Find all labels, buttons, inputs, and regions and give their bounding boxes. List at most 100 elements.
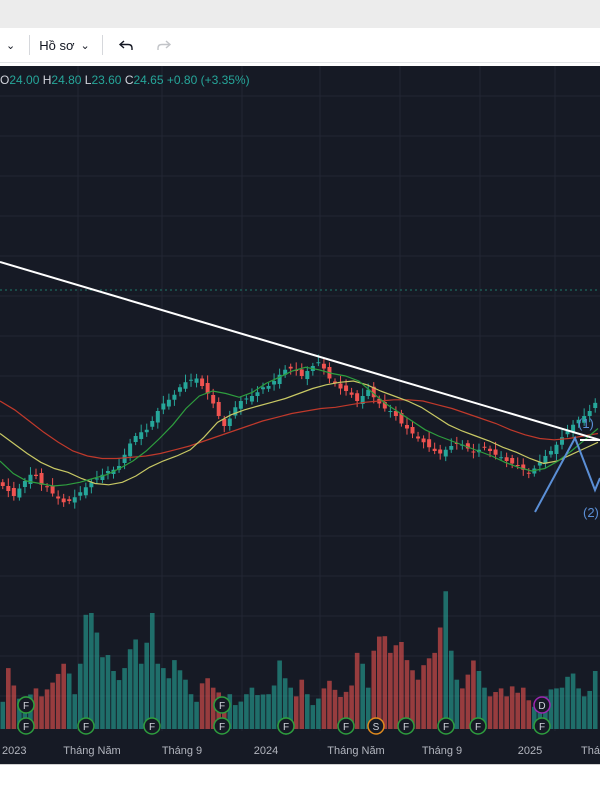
volume-bar	[515, 692, 521, 729]
volume-bar	[493, 692, 498, 729]
candle-body	[78, 492, 83, 496]
volume-bar	[388, 652, 393, 729]
event-marker-label: F	[23, 722, 29, 733]
event-marker	[533, 717, 551, 735]
volume-bar	[44, 689, 50, 729]
candle-body	[593, 402, 598, 408]
candle-body	[50, 485, 55, 494]
x-axis-label: 2023	[2, 745, 26, 757]
volume-bar	[587, 690, 592, 729]
toolbar-divider	[29, 35, 31, 55]
candle-body	[249, 396, 254, 402]
candle-body	[410, 427, 415, 434]
profile-dropdown[interactable]: Hồ sơ ⌄	[39, 28, 89, 62]
volume-bar	[443, 591, 449, 729]
candle-body	[166, 399, 171, 407]
volume-bar	[498, 688, 504, 729]
volume-bar	[476, 671, 482, 729]
volume-bar	[233, 705, 238, 729]
candle-body	[283, 369, 288, 375]
candle-body	[261, 387, 266, 390]
event-marker-label: F	[149, 722, 155, 733]
x-axis-label: Tháng 9	[422, 745, 462, 757]
volume-bar	[343, 691, 349, 729]
candle-body	[582, 416, 587, 423]
change-value: +0.80 (+3.35%)	[166, 73, 250, 87]
bottom-strip	[0, 764, 600, 801]
candle-body	[122, 454, 127, 463]
interval-dropdown[interactable]: ⌄	[0, 28, 15, 62]
candle-body	[504, 457, 509, 461]
candle-body	[305, 371, 310, 379]
event-marker-label: F	[475, 722, 481, 733]
volume-bar	[166, 678, 172, 729]
volume-bar	[360, 663, 365, 729]
volume-bar	[249, 687, 255, 729]
event-marker	[469, 717, 487, 735]
volume-bar	[116, 680, 122, 729]
annotation-label-1: (1)	[578, 416, 594, 431]
event-marker-label: F	[283, 722, 289, 733]
trendline	[0, 261, 600, 441]
candle-body	[150, 421, 155, 427]
volume-bar	[504, 696, 509, 729]
volume-bar	[155, 663, 161, 729]
high-value: 24.80	[51, 73, 82, 87]
candle-body	[288, 366, 293, 369]
candle-body	[388, 411, 393, 412]
volume-bar	[559, 687, 565, 729]
browser-top-strip	[0, 0, 600, 28]
volume-bar	[6, 668, 11, 729]
volume-bar	[471, 660, 476, 729]
volume-bar	[127, 649, 133, 729]
candle-body	[399, 413, 404, 424]
volume-bar	[393, 645, 399, 729]
candle-body	[338, 383, 343, 389]
open-key: O	[0, 73, 10, 87]
volume-bar	[277, 660, 282, 729]
ma-slow-line	[0, 399, 599, 460]
candle-body	[211, 395, 216, 404]
undo-button[interactable]	[118, 28, 134, 62]
redo-button[interactable]	[156, 28, 172, 62]
candle-body	[128, 443, 133, 457]
candle-body	[299, 369, 304, 376]
candle-body	[416, 436, 421, 439]
volume-bar	[149, 613, 155, 729]
volume-bar	[33, 688, 39, 729]
candle-body	[200, 378, 205, 386]
candle-body	[133, 436, 138, 442]
candle-body	[33, 474, 38, 476]
volume-bar	[210, 687, 216, 729]
volume-bar	[404, 660, 410, 729]
volume-bar	[349, 685, 354, 729]
volume-bar	[105, 655, 111, 729]
candle-body	[155, 411, 160, 423]
candle-body	[189, 379, 194, 381]
event-marker	[213, 696, 231, 714]
event-marker	[277, 717, 295, 735]
chart-toolbar: ⌄ Hồ sơ ⌄	[0, 28, 600, 63]
event-marker	[437, 717, 455, 735]
candle-body	[144, 429, 149, 433]
volume-bar	[172, 660, 177, 729]
ohlc-legend: O24.00 H24.80 L23.60 C24.65 +0.80 (+3.35…	[0, 73, 250, 87]
volume-bar	[199, 683, 205, 729]
volume-bar	[221, 698, 227, 729]
candle-body	[548, 451, 553, 455]
volume-bar	[537, 701, 543, 729]
candle-body	[571, 424, 576, 433]
volume-bar	[271, 685, 277, 729]
candle-body	[194, 378, 199, 383]
volume-bar	[227, 694, 233, 729]
candle-body	[117, 466, 122, 470]
volume-bar	[437, 627, 443, 729]
candle-body	[161, 403, 166, 410]
volume-bar	[194, 701, 199, 729]
volume-bar	[487, 696, 493, 729]
volume-bar	[138, 663, 144, 729]
close-key: C	[124, 73, 134, 87]
event-marker-label: F	[23, 701, 29, 712]
chart-pane[interactable]: O24.00 H24.80 L23.60 C24.65 +0.80 (+3.35…	[0, 66, 600, 764]
volume-bar	[382, 636, 388, 729]
